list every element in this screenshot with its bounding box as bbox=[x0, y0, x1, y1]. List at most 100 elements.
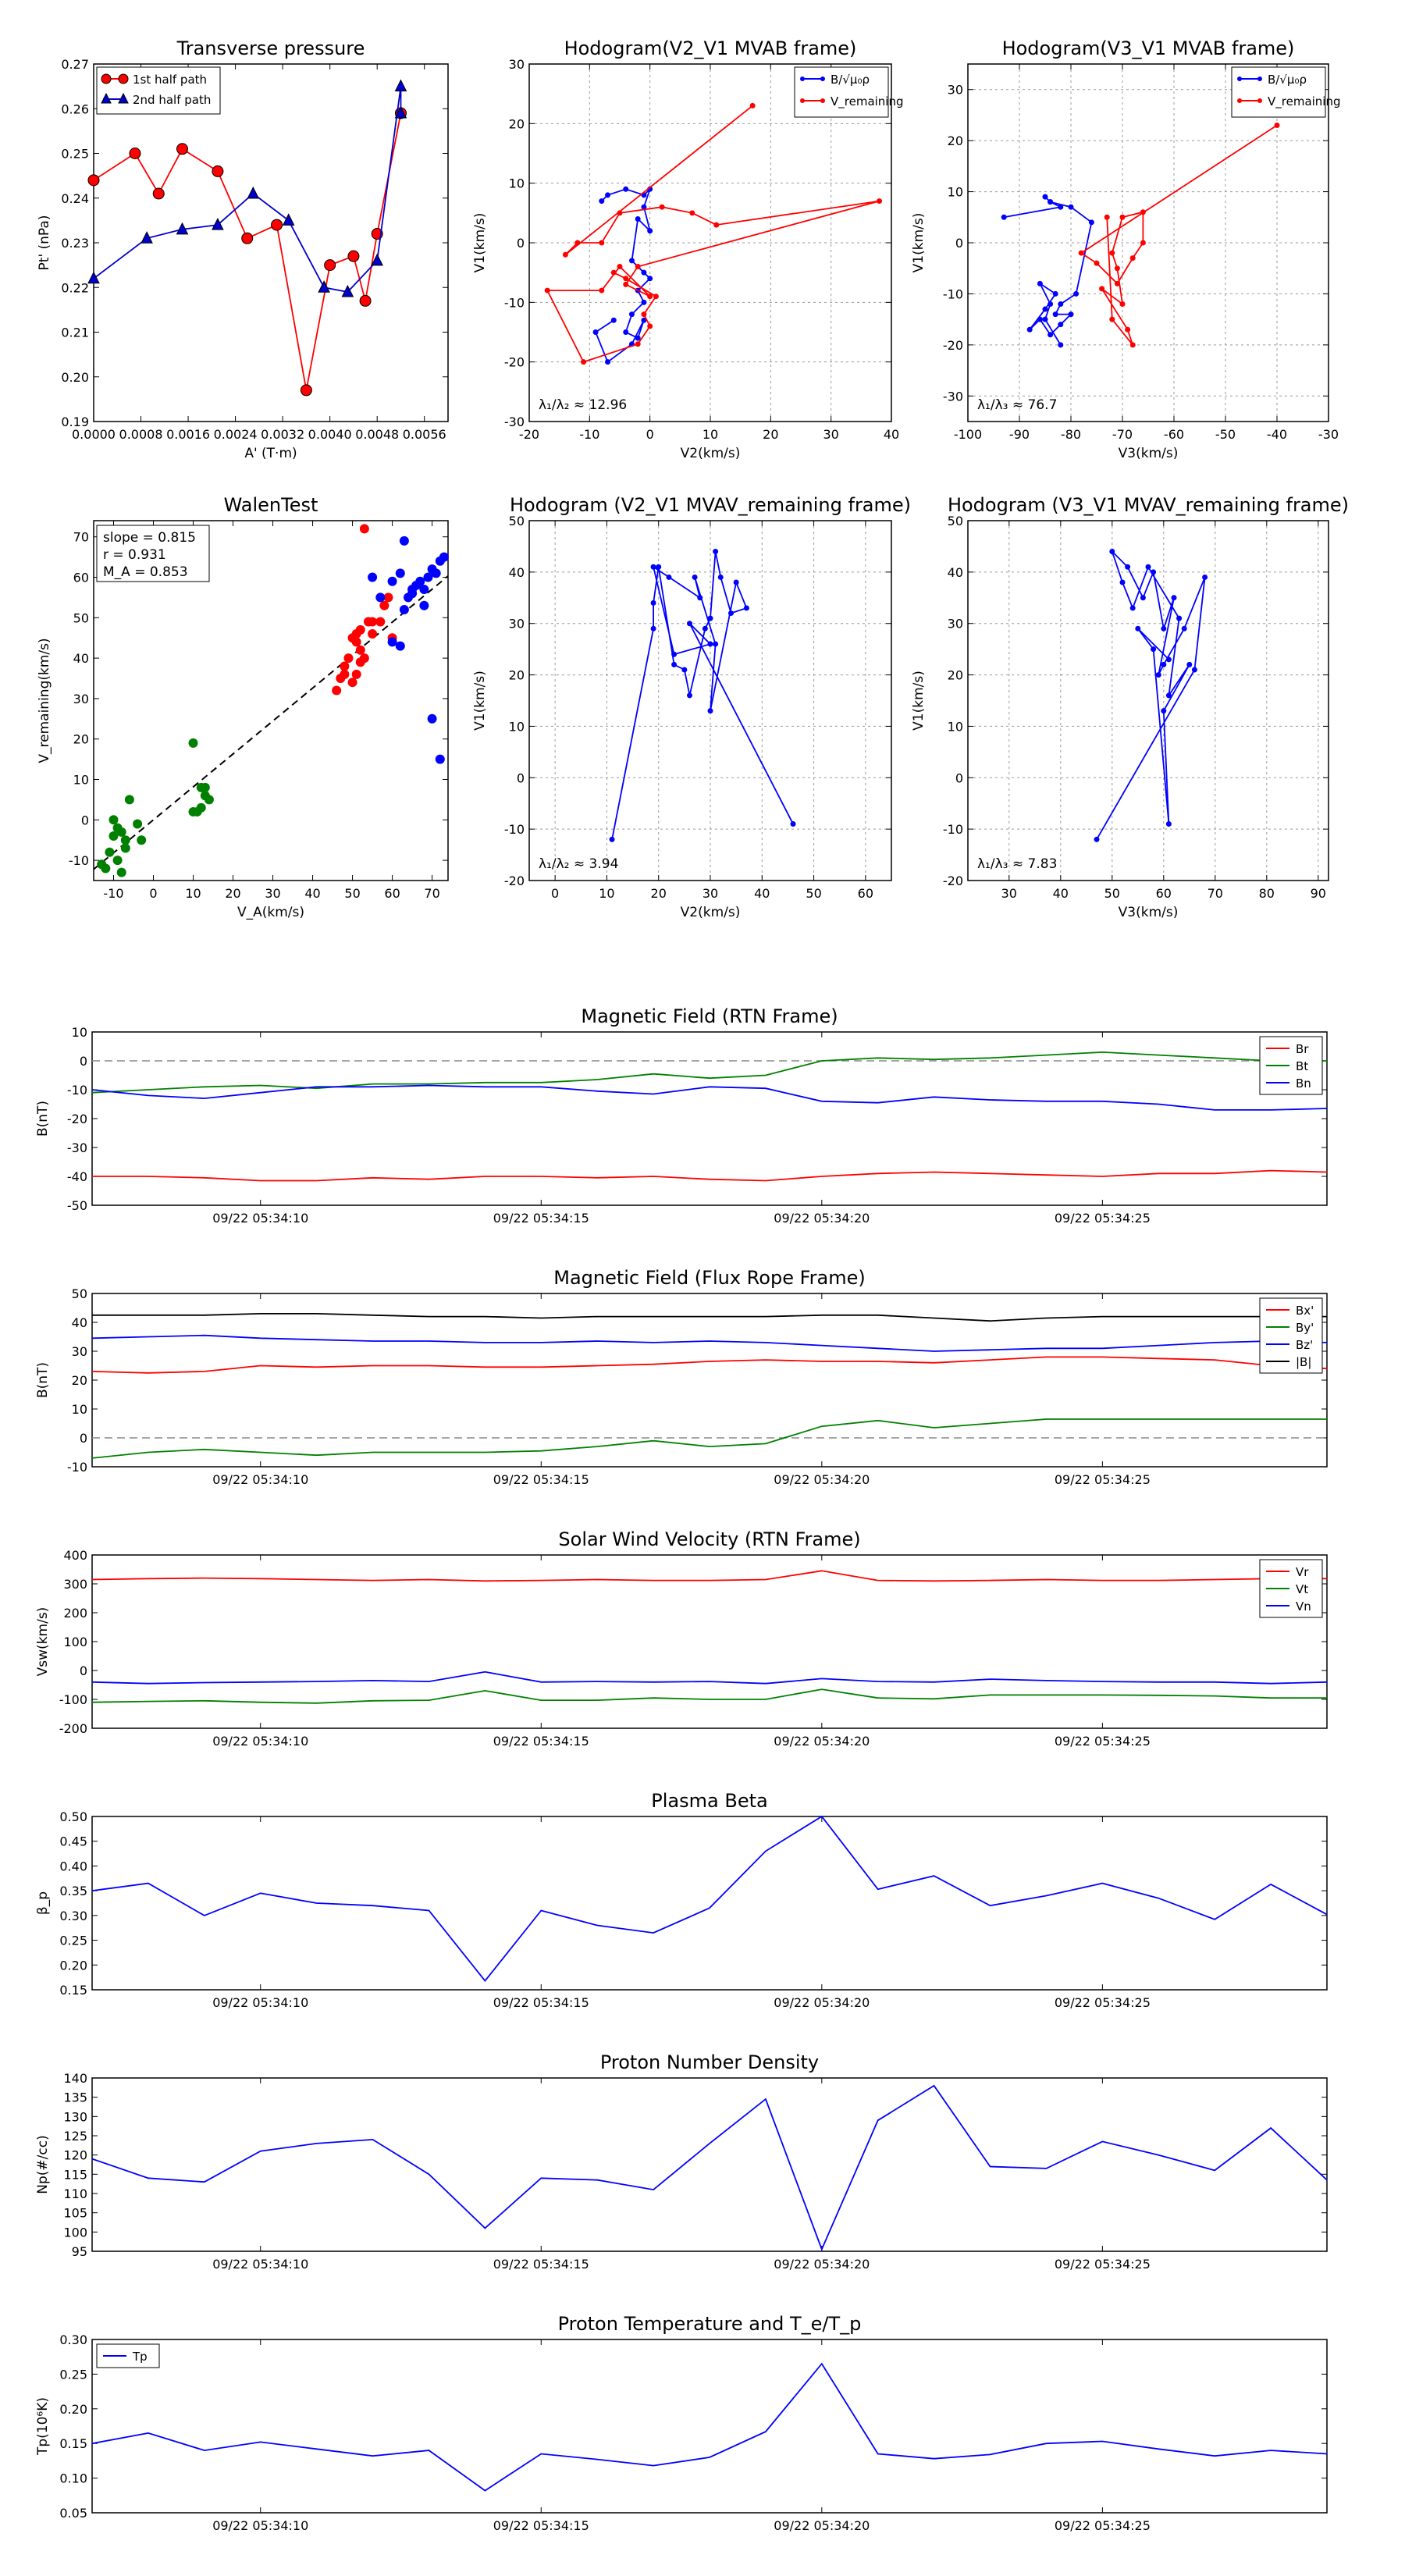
data-point bbox=[647, 276, 653, 282]
series-line bbox=[594, 188, 652, 364]
data-point bbox=[340, 661, 350, 671]
data-point bbox=[1042, 194, 1048, 200]
data-point bbox=[152, 187, 165, 200]
data-point bbox=[359, 653, 369, 664]
data-point bbox=[1140, 240, 1146, 246]
y-tick-label: 0.21 bbox=[61, 326, 89, 340]
data-point bbox=[1094, 836, 1100, 842]
data-point bbox=[562, 251, 568, 258]
y-tick-label: 0.25 bbox=[59, 1934, 87, 1948]
y-tick-label: 0.22 bbox=[61, 280, 89, 295]
data-point bbox=[241, 232, 254, 244]
data-point bbox=[653, 294, 659, 300]
data-point bbox=[318, 280, 330, 293]
data-point bbox=[1088, 219, 1094, 226]
data-point bbox=[120, 835, 130, 845]
y-tick-label: 10 bbox=[509, 719, 525, 734]
data-point bbox=[1171, 595, 1177, 601]
data-point bbox=[647, 294, 653, 300]
legend-marker bbox=[101, 92, 112, 104]
x-tick-label: 09/22 05:34:10 bbox=[212, 1211, 308, 1226]
x-tick-label: 50 bbox=[344, 886, 360, 901]
data-point bbox=[686, 621, 692, 627]
legend-label: Vt bbox=[1296, 1582, 1308, 1596]
series-line bbox=[611, 551, 794, 840]
data-point bbox=[733, 579, 739, 585]
y-tick-label: 0.23 bbox=[61, 236, 89, 251]
data-point bbox=[749, 102, 756, 109]
x-tick-label: 0 bbox=[149, 886, 157, 901]
data-point bbox=[1073, 290, 1080, 297]
data-point bbox=[623, 186, 629, 192]
data-point bbox=[399, 535, 409, 546]
data-point bbox=[116, 867, 126, 877]
data-point bbox=[351, 669, 361, 679]
data-point bbox=[363, 617, 373, 627]
legend-marker bbox=[118, 73, 129, 84]
data-point bbox=[105, 847, 115, 857]
y-tick-label: 0 bbox=[517, 770, 525, 785]
data-point bbox=[435, 754, 445, 764]
data-point bbox=[647, 323, 653, 329]
y-tick-label: 20 bbox=[509, 116, 525, 131]
y-axis-label: V1(km/s) bbox=[472, 671, 488, 731]
data-point bbox=[628, 258, 635, 264]
data-point bbox=[671, 651, 678, 657]
legend-box bbox=[96, 66, 221, 115]
legend-marker bbox=[1237, 76, 1242, 81]
data-point bbox=[713, 222, 720, 228]
data-point bbox=[1026, 326, 1033, 333]
x-tick-label: 09/22 05:34:10 bbox=[212, 2257, 308, 2272]
series-line-Tp bbox=[91, 2362, 1328, 2492]
x-tick-label: 60 bbox=[384, 886, 400, 901]
x-tick-label: 30 bbox=[823, 427, 838, 442]
data-point bbox=[707, 641, 713, 647]
data-point bbox=[124, 795, 134, 805]
data-point bbox=[108, 831, 119, 841]
legend-label: Tp bbox=[132, 2350, 148, 2364]
y-tick-label: 0.27 bbox=[61, 57, 89, 72]
y-tick-label: -10 bbox=[504, 822, 525, 837]
y-axis-label: V1(km/s) bbox=[911, 213, 927, 273]
y-tick-label: 20 bbox=[72, 1373, 87, 1388]
panel-tp: 09/22 05:34:10 09/22 05:34:15 09/22 05:34:… bbox=[35, 2313, 1328, 2533]
legend-marker bbox=[800, 98, 805, 103]
y-tick-label: 0 bbox=[81, 813, 89, 827]
data-point bbox=[681, 667, 688, 673]
data-point bbox=[1109, 250, 1115, 256]
data-point bbox=[702, 625, 708, 632]
x-tick-label: 09/22 05:34:10 bbox=[212, 1734, 308, 1749]
data-point bbox=[415, 576, 425, 586]
data-point bbox=[686, 692, 692, 699]
y-tick-label: 120 bbox=[63, 2148, 87, 2163]
data-point bbox=[697, 595, 703, 601]
y-tick-label: 0 bbox=[955, 770, 963, 785]
data-point bbox=[641, 204, 647, 210]
legend-marker bbox=[1257, 98, 1262, 103]
data-point bbox=[1037, 316, 1043, 322]
y-tick-label: 30 bbox=[73, 692, 89, 706]
legend-marker bbox=[800, 76, 805, 81]
data-point bbox=[427, 713, 437, 724]
y-tick-label: -10 bbox=[943, 286, 963, 301]
data-point bbox=[1109, 316, 1115, 322]
y-tick-label: 0.26 bbox=[61, 101, 89, 116]
series-line-beta bbox=[91, 1815, 1328, 1983]
data-point bbox=[599, 287, 605, 294]
y-tick-label: 130 bbox=[63, 2109, 87, 2124]
data-point bbox=[1048, 301, 1054, 308]
x-tick-label: 09/22 05:34:10 bbox=[212, 1995, 308, 2010]
x-tick-label: 09/22 05:34:20 bbox=[774, 1211, 870, 1226]
data-point bbox=[635, 341, 641, 347]
data-point bbox=[877, 198, 883, 205]
y-tick-label: 140 bbox=[63, 2071, 87, 2086]
data-point bbox=[592, 329, 599, 335]
y-tick-label: 300 bbox=[63, 1577, 87, 1592]
series-line-Br bbox=[92, 1169, 1328, 1182]
data-point bbox=[133, 819, 143, 829]
data-point bbox=[1058, 342, 1064, 348]
y-tick-label: 0.30 bbox=[59, 1909, 87, 1923]
series-line-Vt bbox=[91, 1688, 1327, 1704]
data-point bbox=[628, 311, 635, 318]
chart-walen: -10 0 10 20 30 40 50 60 70 -10 0 10 20 30 40 50 60 70 Wale… bbox=[37, 494, 449, 920]
